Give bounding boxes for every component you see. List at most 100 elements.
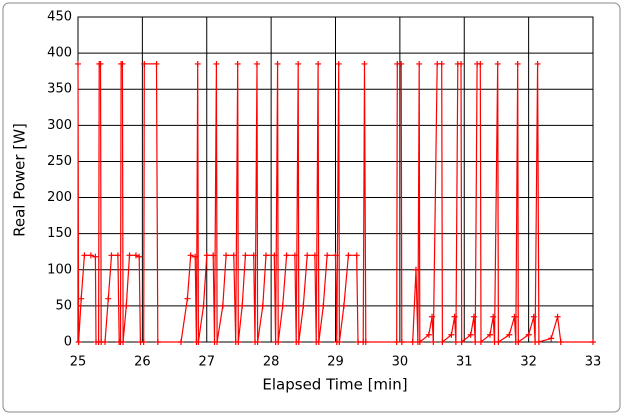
data-marker bbox=[250, 252, 257, 259]
data-marker bbox=[355, 339, 362, 345]
data-marker bbox=[315, 339, 322, 345]
data-marker bbox=[511, 313, 518, 320]
x-tick-label: 25 bbox=[70, 355, 87, 370]
x-axis-title: Elapsed Time [min] bbox=[262, 376, 407, 394]
data-marker bbox=[336, 339, 343, 345]
data-marker bbox=[194, 60, 201, 67]
data-marker bbox=[108, 252, 115, 259]
data-marker bbox=[187, 252, 194, 259]
data-marker bbox=[219, 302, 226, 309]
data-marker bbox=[535, 339, 542, 345]
data-marker bbox=[494, 60, 501, 67]
data-marker bbox=[141, 60, 148, 67]
data-marker bbox=[530, 313, 537, 320]
data-marker bbox=[120, 339, 127, 345]
y-axis-title: Real Power [W] bbox=[11, 123, 29, 237]
data-marker bbox=[398, 339, 405, 345]
data-marker bbox=[340, 302, 347, 309]
data-marker bbox=[192, 253, 199, 260]
data-marker bbox=[315, 60, 322, 67]
data-marker bbox=[291, 252, 298, 259]
data-marker bbox=[514, 60, 521, 67]
data-marker bbox=[195, 339, 202, 345]
x-tick-label: 29 bbox=[327, 355, 344, 370]
data-marker bbox=[557, 339, 564, 345]
data-marker bbox=[335, 60, 342, 67]
data-marker bbox=[409, 339, 416, 345]
data-marker bbox=[262, 252, 269, 259]
data-marker bbox=[393, 339, 400, 345]
data-marker bbox=[353, 252, 360, 259]
data-marker bbox=[490, 313, 497, 320]
data-marker bbox=[234, 60, 241, 67]
data-marker bbox=[590, 339, 596, 345]
data-marker bbox=[119, 60, 126, 67]
data-marker bbox=[140, 339, 147, 345]
data-marker bbox=[114, 252, 121, 259]
y-tick-label: 200 bbox=[47, 190, 72, 205]
x-tick-label: 27 bbox=[198, 355, 215, 370]
data-marker bbox=[320, 302, 327, 309]
x-tick-label: 28 bbox=[263, 355, 280, 370]
data-marker bbox=[425, 331, 432, 338]
data-marker bbox=[467, 331, 474, 338]
data-marker bbox=[214, 339, 221, 345]
data-marker bbox=[525, 331, 532, 338]
data-marker bbox=[92, 253, 99, 260]
y-tick-label: 0 bbox=[64, 335, 72, 350]
data-marker bbox=[242, 252, 249, 259]
data-marker bbox=[398, 60, 405, 67]
data-marker bbox=[495, 339, 502, 345]
data-marker bbox=[472, 339, 479, 345]
data-marker bbox=[362, 339, 369, 345]
data-marker bbox=[304, 252, 311, 259]
data-marker bbox=[253, 60, 260, 67]
x-tick-label: 30 bbox=[392, 355, 409, 370]
data-marker bbox=[154, 339, 161, 345]
data-marker bbox=[477, 339, 484, 345]
data-marker bbox=[271, 252, 278, 259]
data-marker bbox=[81, 252, 88, 259]
data-marker bbox=[274, 60, 281, 67]
data-marker bbox=[452, 339, 459, 345]
data-marker bbox=[132, 252, 139, 259]
data-marker bbox=[126, 252, 133, 259]
data-marker bbox=[429, 313, 436, 320]
data-marker bbox=[300, 302, 307, 309]
data-marker bbox=[515, 339, 522, 345]
data-marker bbox=[87, 252, 94, 259]
data-marker bbox=[295, 339, 302, 345]
data-marker bbox=[430, 339, 437, 345]
data-marker bbox=[412, 266, 419, 273]
data-marker bbox=[123, 302, 130, 309]
x-tick-label: 31 bbox=[456, 355, 473, 370]
data-marker bbox=[458, 339, 465, 345]
y-tick-label: 300 bbox=[47, 118, 72, 133]
data-marker bbox=[506, 331, 513, 338]
data-marker bbox=[75, 339, 82, 345]
data-marker bbox=[275, 339, 282, 345]
data-marker bbox=[78, 295, 85, 302]
data-marker bbox=[448, 331, 455, 338]
data-marker bbox=[97, 60, 104, 67]
y-tick-label: 100 bbox=[47, 262, 72, 277]
data-marker bbox=[210, 252, 217, 259]
data-marker bbox=[75, 60, 81, 67]
data-marker bbox=[153, 60, 160, 67]
data-marker bbox=[438, 60, 445, 67]
y-tick-label: 150 bbox=[47, 226, 72, 241]
x-tick-label: 33 bbox=[585, 355, 602, 370]
data-marker bbox=[178, 339, 184, 345]
x-tick-label: 32 bbox=[520, 355, 537, 370]
data-marker bbox=[487, 331, 493, 338]
y-tick-label: 400 bbox=[47, 46, 72, 61]
data-marker bbox=[283, 252, 290, 259]
data-marker bbox=[477, 60, 484, 67]
data-marker bbox=[416, 339, 423, 345]
data-marker bbox=[203, 252, 210, 259]
data-marker bbox=[554, 313, 561, 320]
data-marker bbox=[239, 302, 246, 309]
data-marker bbox=[184, 295, 191, 302]
data-marker bbox=[451, 313, 458, 320]
data-marker bbox=[223, 252, 230, 259]
